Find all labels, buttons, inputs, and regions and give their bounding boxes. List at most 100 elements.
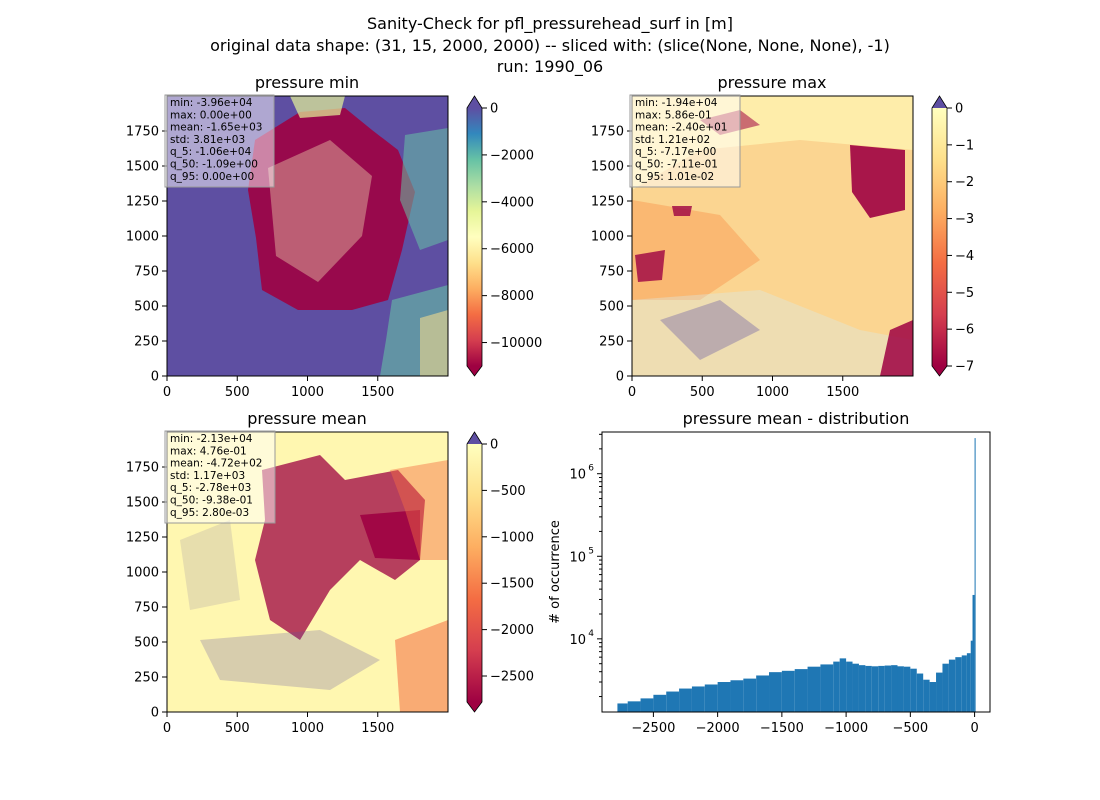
histogram-bars [617,438,976,712]
colorbar-extend-top [467,432,482,444]
histogram-bar [891,665,898,712]
y-axis: 0 250 500 750 1000 1250 1500 1750 [126,125,167,385]
colorbar-ticks: 0 −1 −2 −3 −4 −5 −6 −7 [947,102,974,375]
stat-line: min: -2.13e+04 [170,433,253,445]
colorbar-tick-label: −6 [955,323,974,338]
panel-pressure-max: pressure max 0 500 1000 1500 0 250 500 750 1000… [591,73,974,400]
x-tick-label: −500 [892,721,928,736]
histogram-bar [839,658,847,712]
panel-pressure-min: pressure min 0 500 1000 1500 0 250 500 750 1000… [126,73,542,400]
histogram-bar [961,655,967,712]
histogram-bar [704,684,718,712]
colorbar-tick-label: −4000 [490,195,534,210]
y-tick-label: 1500 [126,496,159,511]
y-tick-label: 1250 [126,531,159,546]
heatmap-region-dry-core [248,108,415,310]
histogram-bar [852,663,859,712]
histogram-bar [640,698,654,712]
colorbar-gradient [932,108,947,366]
histogram-bar [846,661,853,712]
stats-box-frame [164,94,275,188]
heatmap-region-north [290,96,345,118]
y-axis-label: # of occurrence [548,520,563,624]
suptitle-line-3: run: 1990_06 [497,57,603,77]
stat-line: min: -3.96e+04 [170,97,253,109]
colorbar-tick-label: −1500 [490,577,534,592]
histogram-bar [871,666,879,712]
y-tick-label: 500 [134,300,159,315]
y-tick-label: 1750 [591,125,624,140]
panel-title: pressure max [717,73,826,92]
y-tick-label: 750 [134,265,159,280]
colorbar-tick-label: −1000 [490,530,534,545]
colorbar-outline [466,431,483,713]
colorbar-extend-bottom [467,702,482,712]
x-axis: −2500 −2000 −1500 −1000 −500 0 [631,712,979,736]
histogram-bar [970,640,973,712]
colorbar-tick-label: 0 [955,102,963,117]
y-tick-label: 1000 [126,566,159,581]
y-tick-label: 10 [569,468,586,483]
histogram-bar [878,665,885,712]
stat-line: q_95: 0.00e+00 [170,171,254,183]
y-tick-label: 1250 [126,195,159,210]
histogram-bar [929,682,937,712]
stat-line: q_50: -1.09e+00 [170,159,258,171]
colorbar: 0 −1 −2 −3 −4 −5 −6 −7 [931,95,974,377]
panel-title: pressure min [255,73,359,92]
y-tick-label: 500 [599,300,624,315]
y-tick-exponent: 4 [588,629,594,639]
x-tick-label: −2500 [631,721,675,736]
colorbar-tick-label: 0 [490,438,498,453]
x-tick-label: 500 [690,385,715,400]
colorbar-ticks: 0 −500 −1000 −1500 −2000 −2500 [482,438,534,685]
histogram-bar [756,675,770,712]
heatmap-region-southeast-speckle [420,310,448,376]
y-tick-label: 250 [599,335,624,350]
colorbar-tick-label: −2000 [490,623,534,638]
histogram-bar [691,686,705,712]
x-tick-label: 1500 [826,385,859,400]
histogram-bar [653,694,667,712]
stat-line: q_95: 1.01e-02 [635,171,714,183]
stat-line: max: 4.76e-01 [170,445,247,457]
histogram-bar [679,688,692,712]
histogram-bar [966,653,971,712]
colorbar-gradient [467,108,482,366]
x-tick-label: 500 [225,385,250,400]
x-tick-label: 1000 [291,721,324,736]
y-axis: 0 250 500 750 1000 1250 1500 1750 [591,125,632,385]
x-tick-label: 0 [163,385,171,400]
histogram-bar [897,666,904,712]
heatmap-region-wet-south [660,300,760,360]
heatmap-region-east [400,128,448,250]
stat-line: std: 1.21e+02 [635,134,710,146]
stat-line: std: 1.17e+03 [170,470,245,482]
colorbar: 0 −500 −1000 −1500 −2000 −2500 [466,431,534,713]
y-tick-label: 0 [616,370,624,385]
colorbar-tick-label: −8000 [490,289,534,304]
x-tick-label: 0 [163,721,171,736]
y-tick-label: 0 [151,706,159,721]
axes-frame [601,431,991,713]
colorbar-tick-label: −500 [490,484,526,499]
histogram-bar [858,665,866,712]
colorbar-ticks: 0 −2000 −4000 −6000 −8000 −10000 [482,102,542,351]
colorbar-extend-top [932,96,947,108]
histogram-bar [807,666,821,712]
histogram-bar [942,663,949,712]
y-tick-label: 500 [134,636,159,651]
y-tick-label: 250 [134,335,159,350]
stat-line: q_5: -1.06e+04 [170,146,252,158]
y-tick-label: 10 [569,633,586,648]
stat-line: q_95: 2.80e-03 [170,507,249,519]
panel-pressure-mean: pressure mean 0 500 1000 1500 0 250 500 750 100… [126,409,534,736]
histogram-bar [781,670,795,712]
y-tick-label: 1250 [591,195,624,210]
histogram-bar [617,703,628,712]
colorbar-tick-label: −3 [955,212,974,227]
colorbar-extend-top [467,96,482,108]
